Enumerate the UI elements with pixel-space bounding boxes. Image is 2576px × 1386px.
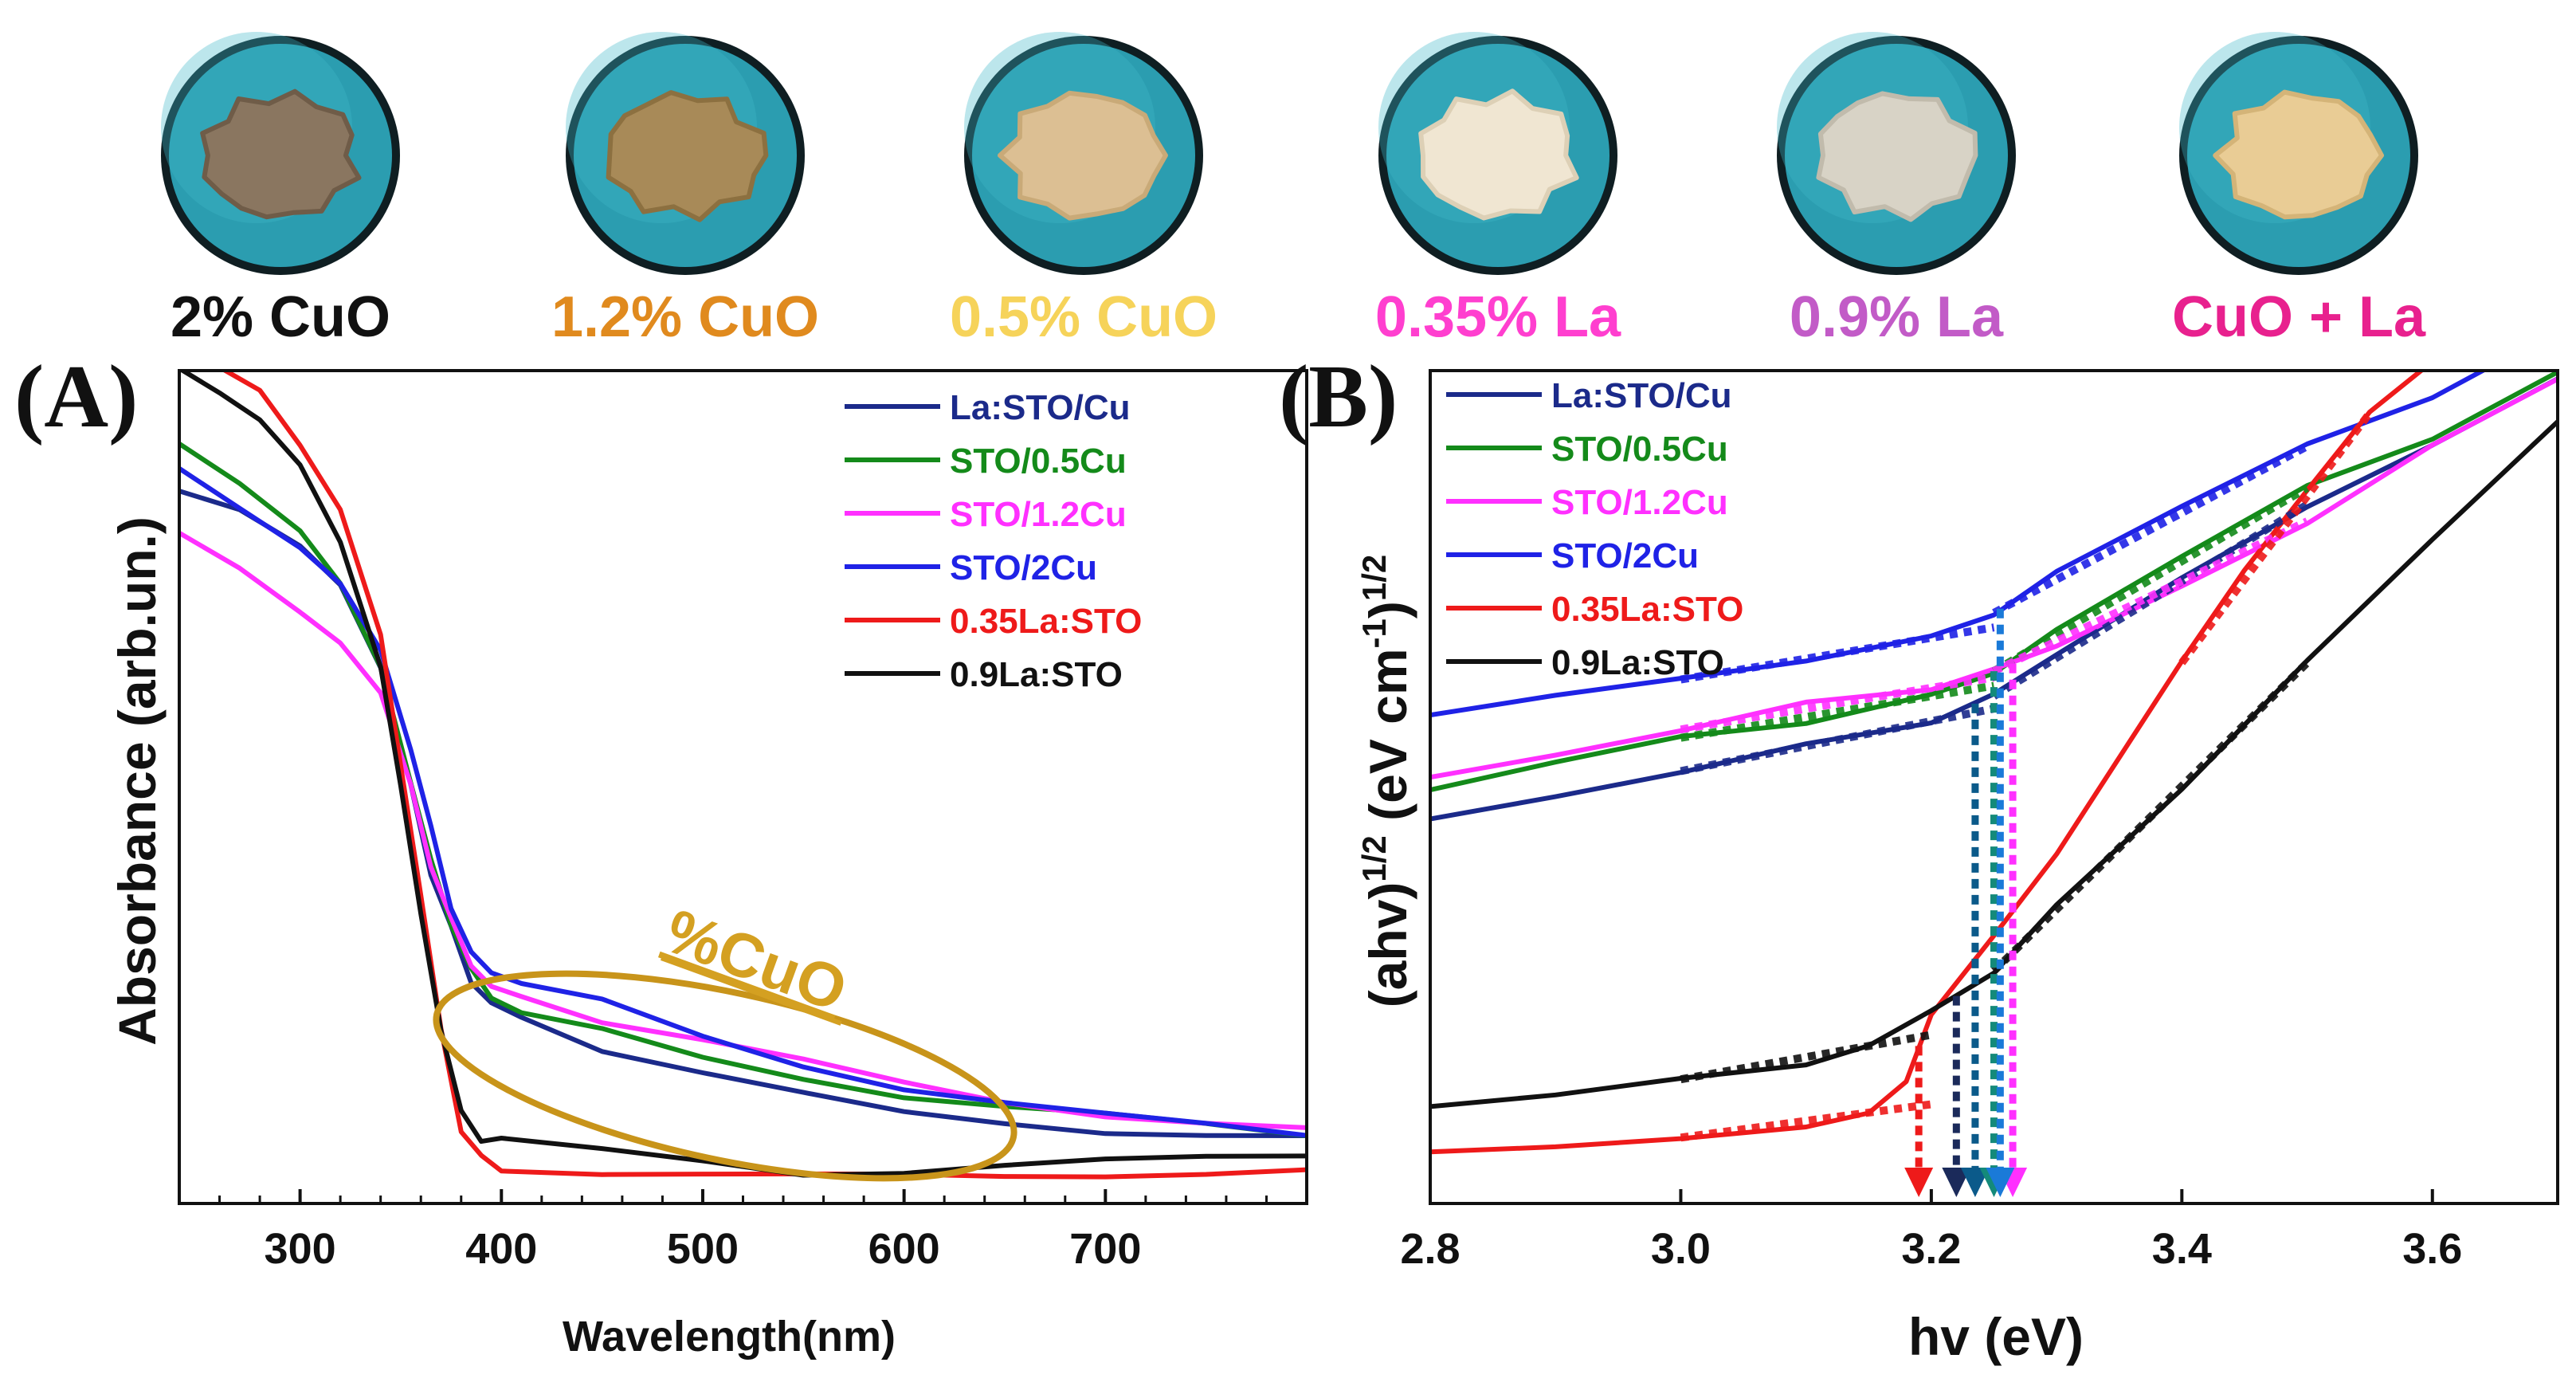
band-gap-arrow-STO/2Cu xyxy=(1986,1168,2015,1197)
legend-label-0.35La:STO: 0.35La:STO xyxy=(950,602,1142,641)
x-tick-label: 3.6 xyxy=(2402,1225,2462,1273)
sample-label: CuO + La xyxy=(2172,285,2426,349)
x-tick-label: 2.8 xyxy=(1400,1225,1460,1273)
x-tick-label: 3.2 xyxy=(1901,1225,1961,1273)
baseline-fit-STO/2Cu xyxy=(1680,623,1995,684)
series-line-STO/0.5Cu xyxy=(179,442,1307,1139)
sample-label: 0.9% La xyxy=(1790,285,2004,349)
slope-fit-STO/2Cu xyxy=(1992,442,2309,617)
legend-label-STO/2Cu: STO/2Cu xyxy=(950,548,1097,587)
slope-fit-La:STO/Cu xyxy=(1991,501,2310,700)
cuo-annotation-underline xyxy=(660,956,842,1026)
band-gap-arrow-0.9La:STO xyxy=(1942,1168,1971,1197)
panel-b-letter: (B) xyxy=(1279,347,1398,446)
legend-label-STO/1.2Cu: STO/1.2Cu xyxy=(950,495,1127,534)
sample-label: 1.2% CuO xyxy=(551,285,819,349)
panel-a-y-axis-label: Absorbance (arb.un.) xyxy=(108,516,167,1046)
legend-label-0.35La:STO: 0.35La:STO xyxy=(1551,590,1743,629)
cuo-ellipse xyxy=(433,970,1017,1182)
legend-label-La:STO/Cu: La:STO/Cu xyxy=(1551,376,1732,415)
sample-photos: 2% CuO 1.2% CuO 0.5% CuO 0.35% La 0.9% La CuO… xyxy=(161,32,2426,349)
powder xyxy=(200,88,362,220)
panel-a-letter: (A) xyxy=(14,347,138,446)
x-tick-label: 300 xyxy=(265,1225,336,1273)
legend-label-STO/2Cu: STO/2Cu xyxy=(1551,536,1699,575)
panel-a-x-axis-label: Wavelength(nm) xyxy=(563,1313,896,1360)
x-tick-label: 700 xyxy=(1069,1225,1141,1273)
powder xyxy=(2213,89,2385,220)
cuo-annotation: %CuO xyxy=(657,895,856,1025)
x-tick-label: 600 xyxy=(868,1225,940,1273)
slope-fit-0.35La:STO xyxy=(2178,410,2374,666)
powder xyxy=(1816,91,1978,222)
slope-fit-STO/0.5Cu xyxy=(1991,484,2310,675)
sample-4: 0.35% La xyxy=(1375,32,1621,349)
legend-label-0.9La:STO: 0.9La:STO xyxy=(1551,643,1724,682)
legend-label-STO/0.5Cu: STO/0.5Cu xyxy=(1551,430,1728,469)
slope-fit-0.9La:STO xyxy=(1990,660,2311,974)
panel-b-frame xyxy=(1429,369,2559,1205)
sample-3: 0.5% CuO xyxy=(950,32,1217,349)
band-gap-arrow-La:STO/Cu xyxy=(1960,1168,1990,1197)
panel-b: (B) (ahv)1/2 (eV cm-1)1/2 hv (eV) 2.8 3.0… xyxy=(1279,347,2559,1366)
sample-5: 0.9% La xyxy=(1777,32,2016,349)
legend-label-La:STO/Cu: La:STO/Cu xyxy=(950,388,1131,427)
series-line-STO/2Cu xyxy=(179,466,1307,1138)
sample-6: CuO + La xyxy=(2172,32,2426,349)
baseline-fit-STO/1.2Cu xyxy=(1680,673,1995,734)
sample-2: 1.2% CuO xyxy=(551,32,819,349)
panel-b-x-axis-label: hv (eV) xyxy=(1908,1307,2084,1366)
legend-label-0.9La:STO: 0.9La:STO xyxy=(950,655,1123,694)
x-tick-label: 400 xyxy=(465,1225,537,1273)
series-line-La:STO/Cu xyxy=(179,489,1307,1138)
series-line-0.9La:STO xyxy=(1430,419,2558,1109)
powder xyxy=(1418,88,1579,221)
baseline-fit-STO/0.5Cu xyxy=(1680,681,1995,742)
powder xyxy=(606,90,769,222)
powder xyxy=(998,90,1168,221)
x-tick-label: 3.4 xyxy=(2152,1225,2212,1273)
legend-label-STO/1.2Cu: STO/1.2Cu xyxy=(1551,483,1728,522)
legend-label-STO/0.5Cu: STO/0.5Cu xyxy=(950,442,1127,481)
series-line-0.9La:STO xyxy=(179,371,1307,1178)
sample-1: 2% CuO xyxy=(161,32,400,349)
band-gap-arrow-0.35La:STO xyxy=(1904,1168,1934,1197)
series-line-0.35La:STO xyxy=(220,371,1307,1180)
series-line-STO/2Cu xyxy=(1430,371,2488,718)
baseline-fit-0.35La:STO xyxy=(1680,1100,1932,1142)
panel-a: (A) Absorbance (arb.un.) Wavelength(nm) … xyxy=(14,347,1308,1360)
sample-label: 0.35% La xyxy=(1375,285,1621,349)
slope-fit-STO/1.2Cu xyxy=(1992,517,2309,675)
panel-b-y-axis-label: (ahv)1/2 (eV cm-1)1/2 xyxy=(1355,555,1417,1008)
sample-label: 0.5% CuO xyxy=(950,285,1217,349)
x-tick-label: 500 xyxy=(667,1225,739,1273)
baseline-fit-La:STO/Cu xyxy=(1680,705,1995,775)
sample-label: 2% CuO xyxy=(171,285,390,349)
x-tick-label: 3.0 xyxy=(1651,1225,1711,1273)
